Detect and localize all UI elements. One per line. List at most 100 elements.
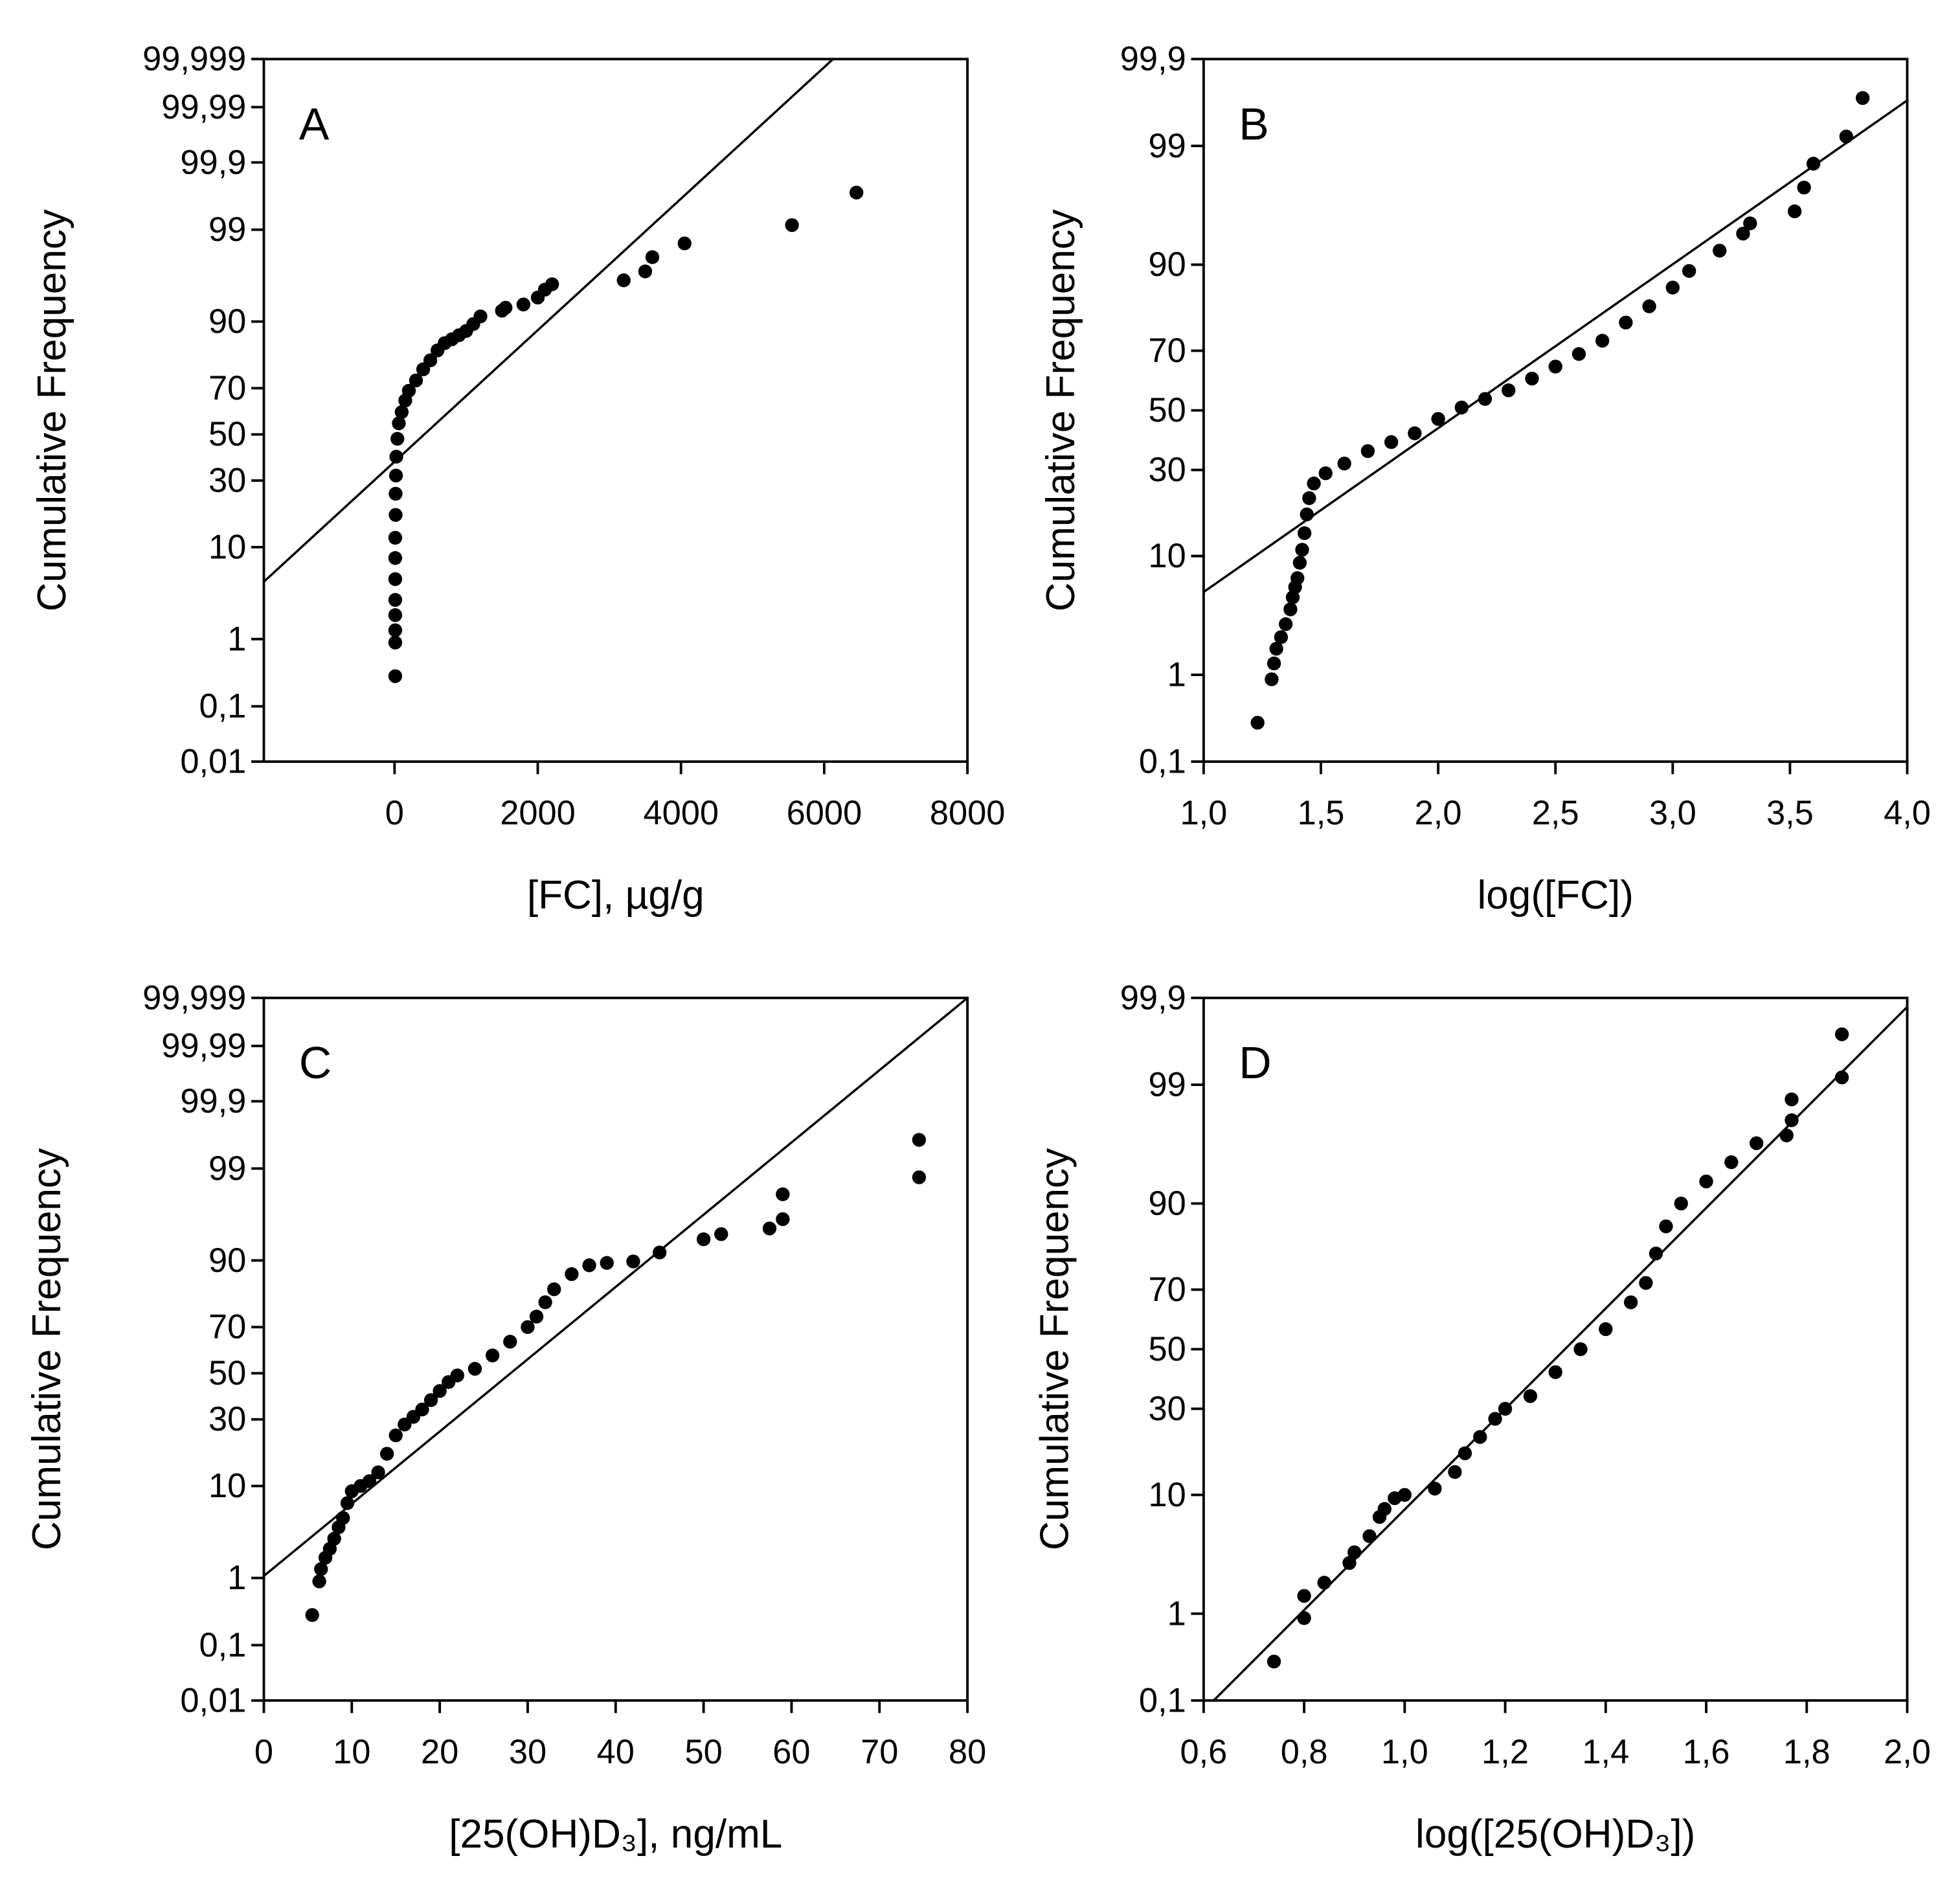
data-point [1278,617,1293,631]
y-tick-label: 70 [208,370,246,407]
x-tick-label: 8000 [930,795,1006,832]
x-tick-label: 2000 [500,795,576,832]
data-point [1599,1322,1613,1337]
y-tick-label: 99,999 [142,979,246,1017]
x-tick-label: 3,5 [1766,795,1814,832]
data-point [388,623,403,637]
x-axis-label: [FC], µg/g [527,873,704,918]
x-tick-label: 2,5 [1532,795,1579,832]
y-tick-label: 0,01 [180,1682,246,1719]
x-tick-label: 3,0 [1649,795,1696,832]
y-tick-label: 0,1 [199,1627,247,1664]
data-point [1337,457,1351,471]
data-point [1642,299,1656,313]
data-point [1498,1401,1513,1416]
data-point [762,1221,777,1236]
data-point [388,593,403,607]
data-point [388,608,403,622]
data-point [1573,1342,1588,1357]
data-point [1342,1555,1357,1570]
x-tick-label: 30 [509,1734,546,1771]
y-axis-label: Cumulative Frequency [30,209,74,611]
data-point [1297,526,1312,540]
y-tick-label: 99,99 [161,1028,246,1065]
fit-line [1213,1006,1908,1702]
data-point [1265,672,1279,686]
y-tick-label: 99 [1148,1067,1186,1104]
data-point [1806,157,1821,171]
y-tick-label: 99 [208,1150,246,1188]
data-point [638,264,653,278]
y-tick-label: 30 [1148,1390,1186,1428]
y-tick-label: 10 [1148,1476,1186,1514]
data-point [485,1348,500,1363]
data-point [677,236,692,251]
x-tick-label: 1,0 [1180,795,1227,832]
panel-label: B [1239,98,1269,149]
data-point [1267,1655,1281,1669]
data-point [1682,264,1696,278]
data-point [388,530,403,545]
data-point [503,1335,517,1349]
x-tick-label: 70 [861,1734,898,1771]
y-axis-label: Cumulative Frequency [1032,1148,1077,1550]
data-point [1347,1545,1362,1559]
plot-frame [262,58,969,764]
data-point [1297,1589,1311,1603]
y-axis-label: Cumulative Frequency [25,1148,69,1550]
data-point [433,1384,447,1398]
data-point [1283,602,1298,616]
data-point [1250,716,1265,730]
x-tick-label: 1,8 [1783,1734,1830,1771]
x-tick-label: 40 [597,1734,635,1771]
plot-frame [262,997,969,1702]
y-tick-label: 10 [208,528,246,566]
data-point [336,1511,350,1525]
data-point [305,1608,319,1622]
panel-label: D [1239,1037,1271,1088]
x-tick-label: 2,0 [1884,1734,1931,1771]
data-point [849,185,864,200]
data-point [1649,1247,1663,1261]
data-point [1307,476,1321,491]
y-tick-label: 70 [1148,1271,1186,1309]
panel: 0,01 0,1 1 10 30 50 70 90 99 99,9 99,99 99,999 0 10 20… [25,979,986,1857]
data-point [1502,383,1516,398]
data-point [473,309,488,324]
data-point [1743,216,1757,231]
data-point [1699,1174,1713,1189]
data-point [379,1447,394,1461]
panel-label: C [299,1037,332,1088]
data-point [415,1402,429,1417]
x-axis-label: log([25(OH)D₃]) [1415,1812,1695,1857]
data-point [785,218,799,232]
y-tick-label: 99,9 [1120,979,1186,1017]
data-point [1525,371,1539,386]
data-point [423,1393,438,1407]
y-tick-label: 50 [208,416,246,453]
x-tick-label: 60 [772,1734,810,1771]
y-tick-label: 10 [1148,537,1186,575]
y-tick-label: 99,99 [161,89,246,126]
x-tick-label: 1,2 [1481,1734,1529,1771]
data-point [1749,1136,1764,1151]
panel: 0,1 1 10 30 50 70 90 99 99,9 0,6 0,8 1,0 1,2 1,4 1,6 1,… [1032,979,1931,1857]
x-tick-label: 1,4 [1582,1734,1629,1771]
data-point [1360,444,1375,458]
data-point [516,297,531,311]
y-tick-label: 0,1 [199,688,247,725]
y-tick-label: 99,9 [1120,41,1186,78]
data-point [1362,1529,1377,1543]
data-point [1431,412,1445,426]
data-point [1619,315,1633,330]
y-tick-label: 30 [208,1401,246,1438]
y-tick-label: 99,9 [180,144,246,181]
data-point [1274,630,1289,644]
data-point [1290,571,1305,585]
data-point [1785,1113,1799,1127]
data-point [362,1474,377,1488]
y-tick-label: 99 [208,211,246,249]
panel: 0,1 1 10 30 50 70 90 99 99,9 1,0 1,5 2,0 2,5 3,0 3,5 4,… [1039,41,1931,918]
y-tick-label: 10 [208,1467,246,1505]
